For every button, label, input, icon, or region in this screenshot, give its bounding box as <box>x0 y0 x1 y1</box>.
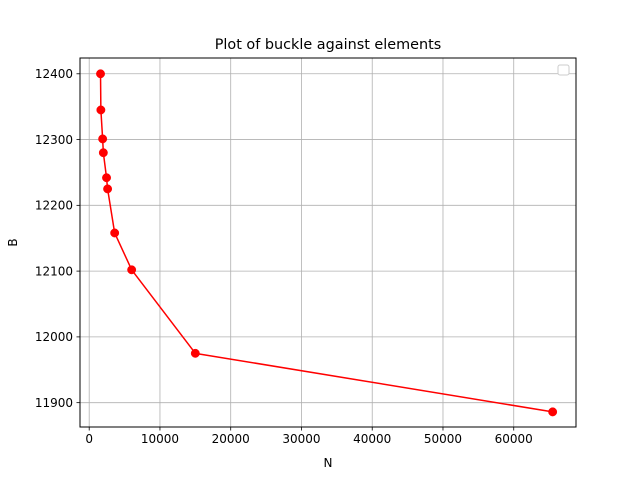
series-layer <box>96 69 558 417</box>
x-tick-label: 60000 <box>495 432 533 446</box>
data-point <box>110 228 120 238</box>
chart-title: Plot of buckle against elements <box>215 37 442 53</box>
data-point <box>103 184 113 194</box>
data-point <box>190 348 200 358</box>
x-axis-label: N <box>324 456 333 470</box>
data-point <box>98 134 108 144</box>
data-point <box>548 407 558 417</box>
plot-frame <box>79 57 577 428</box>
x-tick-label: 20000 <box>212 432 250 446</box>
data-point <box>102 173 111 183</box>
legend-box <box>557 64 570 76</box>
x-tick-label: 50000 <box>424 432 462 446</box>
x-axis-ticks: 0 10000 20000 30000 40000 50000 60000 <box>85 427 533 446</box>
data-point <box>96 105 106 115</box>
y-tick-label: 12200 <box>35 199 73 213</box>
y-axis-ticks: 11900 12000 12100 12200 12300 12400 <box>35 67 80 410</box>
y-tick-label: 11900 <box>35 396 73 410</box>
y-tick-label: 12400 <box>35 67 73 81</box>
y-tick-label: 12100 <box>35 264 73 278</box>
grid <box>80 58 576 427</box>
data-point <box>96 69 105 79</box>
y-axis-label: B <box>6 238 20 246</box>
data-point <box>127 265 137 275</box>
x-tick-label: 30000 <box>282 432 320 446</box>
data-point <box>98 148 108 158</box>
x-tick-label: 40000 <box>353 432 391 446</box>
x-tick-label: 10000 <box>141 432 179 446</box>
series-line <box>99 73 553 413</box>
x-tick-label: 0 <box>85 432 93 446</box>
y-tick-label: 12300 <box>35 133 73 147</box>
y-tick-label: 12000 <box>35 330 73 344</box>
